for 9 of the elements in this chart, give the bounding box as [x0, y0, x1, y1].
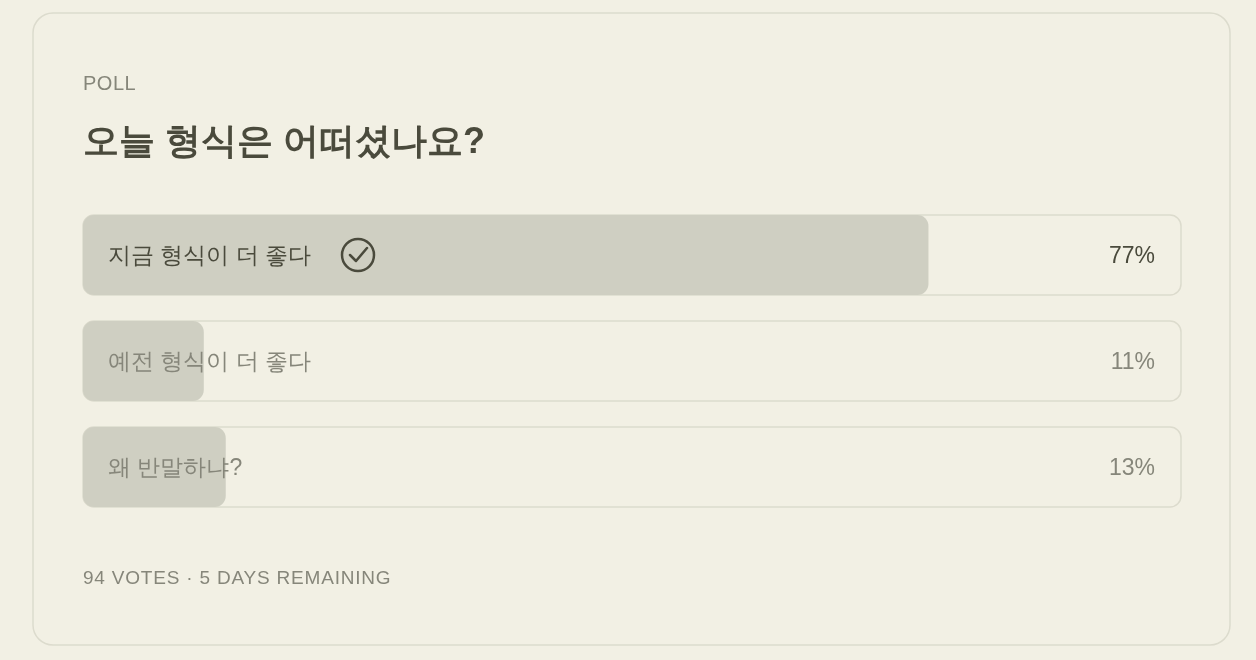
y-tick-label: 지금 형식이 더 좋다 [108, 242, 312, 268]
y-tick-label: 왜 반말하냐? [108, 454, 243, 480]
chart-subtitle: POLL [83, 72, 137, 94]
data-label: 11% [1110, 348, 1155, 374]
text: 94 VOTES · 5 DAYS REMAINING [83, 567, 392, 588]
y-tick-label: 예전 형식이 더 좋다 [108, 348, 312, 374]
data-label: 13% [1108, 454, 1155, 480]
data-label: 77% [1108, 242, 1155, 268]
chart-title: 오늘 형식은 어떠셨나요? [83, 120, 485, 161]
